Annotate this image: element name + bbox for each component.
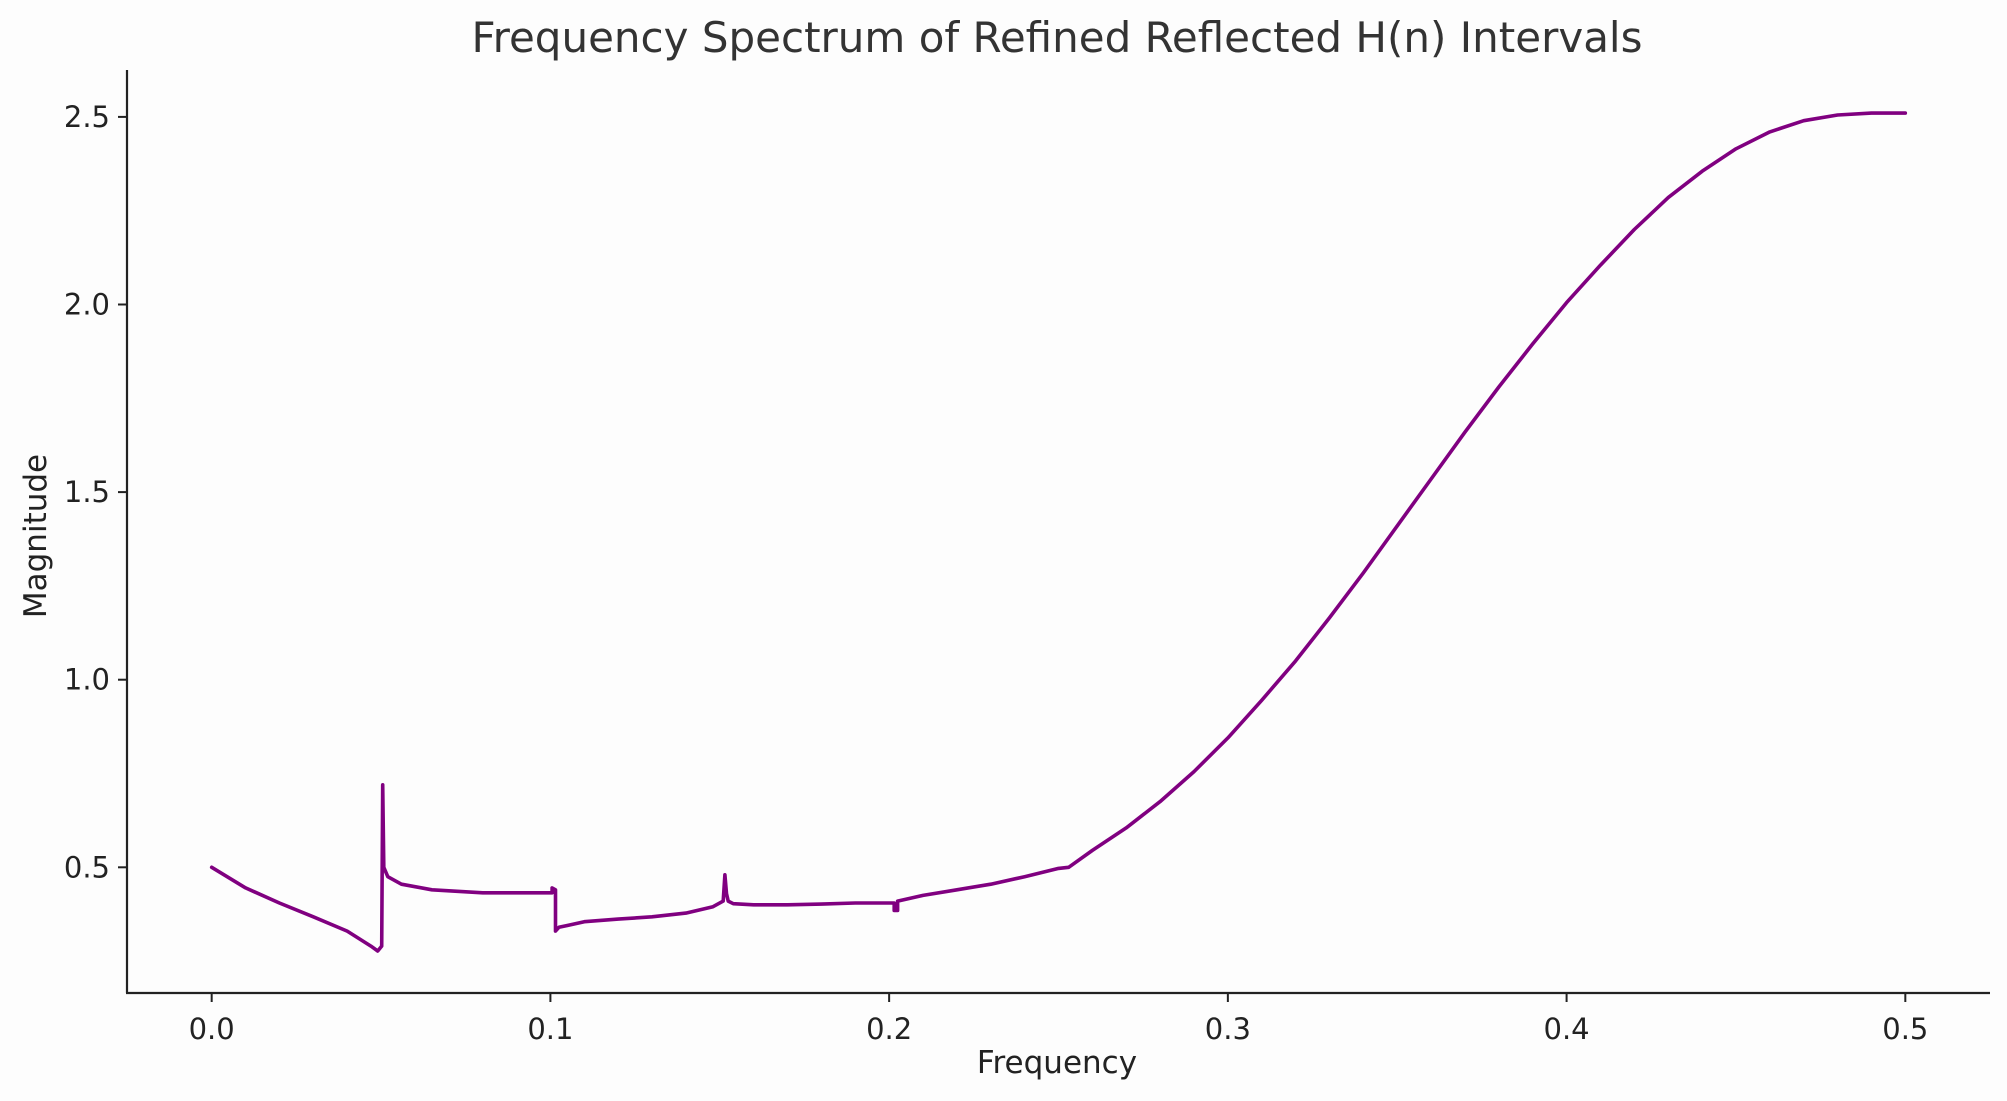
x-tick-label: 0.2: [866, 1012, 912, 1046]
series-line-0: [209, 111, 1908, 953]
y-tick-label: 2.0: [64, 288, 110, 322]
x-tick-label: 0.0: [189, 1012, 235, 1046]
x-tick-label: 0.5: [1882, 1012, 1928, 1046]
y-tick-label: 0.5: [64, 850, 110, 884]
x-tick-label: 0.4: [1544, 1012, 1590, 1046]
y-axis-ticks: 0.5 1.0 1.5 2.0 2.5: [64, 100, 127, 884]
x-tick-label: 0.1: [527, 1012, 573, 1046]
y-tick-label: 2.5: [64, 100, 110, 134]
y-axis-label: Magnitude: [18, 454, 54, 618]
y-tick-label: 1.0: [64, 663, 110, 697]
x-axis-label: Frequency: [977, 1045, 1137, 1081]
plot-area: [209, 111, 1908, 953]
chart-title: Frequency Spectrum of Refined Reflected …: [472, 13, 1643, 62]
x-tick-label: 0.3: [1205, 1012, 1251, 1046]
y-tick-label: 1.5: [64, 475, 110, 509]
x-axis-ticks: 0.0 0.1 0.2 0.3 0.4 0.5: [189, 993, 1928, 1046]
